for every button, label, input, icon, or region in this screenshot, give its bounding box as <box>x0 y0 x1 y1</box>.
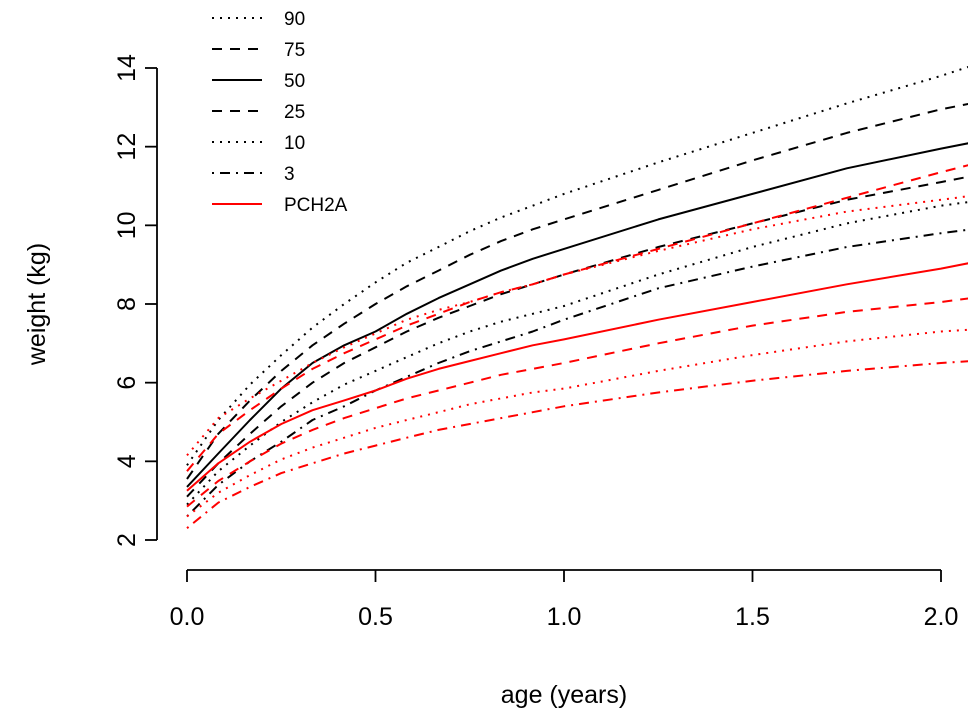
series-layer <box>186 65 968 529</box>
series-line-ref-90 <box>186 65 968 466</box>
legend-label: 90 <box>284 9 305 30</box>
series-line-pch2a-90 <box>186 195 968 457</box>
y-tick-label: 10 <box>113 211 141 239</box>
series-line-ref-25 <box>186 175 968 498</box>
series-line-pch2a-3 <box>186 360 968 529</box>
y-tick-label: 2 <box>113 533 141 547</box>
legend: 90 75 50 25 10 3 PCH2A <box>212 9 348 216</box>
x-tick-label: 2.0 <box>924 603 959 631</box>
x-axis-title: age (years) <box>501 681 627 709</box>
legend-entry: 3 <box>212 164 295 185</box>
series-line-ref-75 <box>186 103 968 480</box>
series-line-pch2a-25 <box>186 297 968 508</box>
y-tick-label: 6 <box>113 376 141 390</box>
x-tick-label: 0.0 <box>170 603 205 631</box>
legend-label: 75 <box>284 40 305 61</box>
series-line-pch2a-50 <box>186 262 968 492</box>
y-tick-label: 4 <box>113 454 141 468</box>
x-tick-label: 1.0 <box>547 603 582 631</box>
legend-label: 50 <box>284 71 305 92</box>
series-line-ref-50 <box>186 142 968 488</box>
legend-entry: 10 <box>212 133 305 154</box>
legend-entry: 75 <box>212 40 305 61</box>
legend-label: PCH2A <box>284 195 348 216</box>
y-tick-label: 8 <box>113 297 141 311</box>
x-tick-label: 0.5 <box>358 603 393 631</box>
legend-label: 25 <box>284 102 305 123</box>
series-line-ref-10 <box>186 201 968 506</box>
legend-entry: 50 <box>212 71 305 92</box>
series-line-ref-3 <box>186 228 968 518</box>
legend-entry: PCH2A <box>212 195 348 216</box>
legend-entry: 90 <box>212 9 305 30</box>
y-tick-label: 12 <box>113 133 141 161</box>
x-tick-label: 1.5 <box>735 603 770 631</box>
series-line-pch2a-10 <box>186 328 968 518</box>
legend-entry: 25 <box>212 102 305 123</box>
y-tick-label: 14 <box>113 54 141 82</box>
axes-layer: 0.0 0.5 1.0 1.5 2.0 2 4 6 8 10 12 14 <box>113 54 958 631</box>
y-axis-title: weight (kg) <box>23 243 51 366</box>
legend-label: 3 <box>284 164 295 185</box>
legend-label: 10 <box>284 133 305 154</box>
